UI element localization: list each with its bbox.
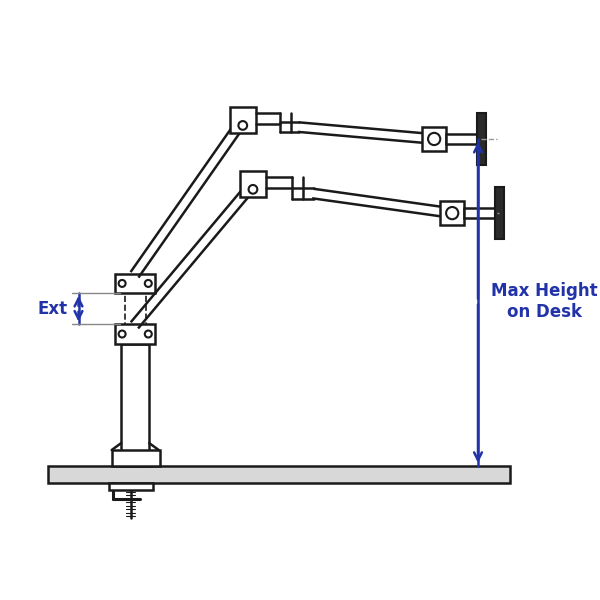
Bar [112,450,160,466]
Bar [121,344,149,466]
Text: Ext: Ext [37,300,67,318]
Bar [477,113,485,165]
Circle shape [428,133,440,145]
Circle shape [145,331,152,338]
Circle shape [145,280,152,287]
Bar [109,483,152,490]
Bar [495,187,503,239]
Bar [440,201,464,226]
Circle shape [446,207,458,219]
Bar [422,127,446,151]
Circle shape [119,331,125,338]
Bar [464,208,495,218]
Circle shape [238,121,247,130]
Bar [230,107,256,133]
Text: Max Height
on Desk: Max Height on Desk [491,283,598,321]
Bar [48,466,510,483]
Bar [240,171,266,197]
Bar [115,274,155,293]
Bar [446,134,477,144]
Bar [115,325,155,344]
Circle shape [248,185,257,194]
Circle shape [119,280,125,287]
